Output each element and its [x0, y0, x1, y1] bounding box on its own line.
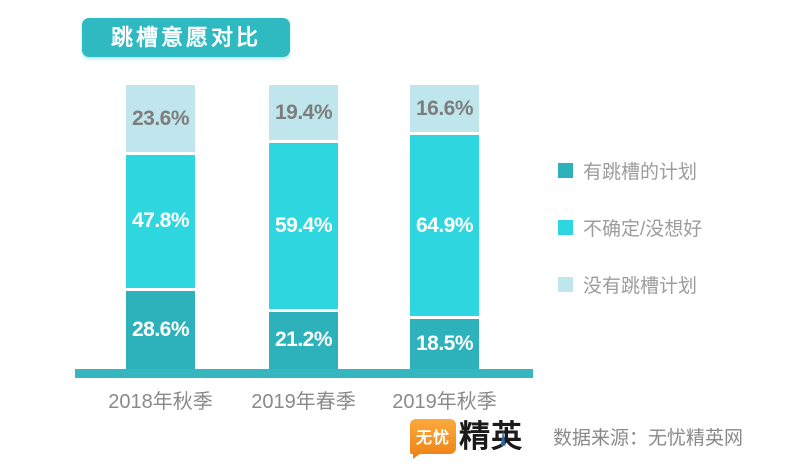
- chart-title-badge: 跳槽意愿对比: [82, 18, 290, 57]
- segment-value-label: 59.4%: [274, 213, 333, 237]
- logo-wordmark: 精英: [459, 421, 523, 452]
- bar-segment: 21.2%: [269, 308, 338, 369]
- x-axis-label: 2018年秋季: [108, 391, 213, 413]
- legend-item: 不确定/没想好: [558, 219, 702, 240]
- bar-2019年秋季: 16.6% 64.9% 18.5%: [410, 85, 479, 369]
- segment-value-label: 18.5%: [415, 332, 474, 356]
- x-axis-label: 2019年秋季: [392, 391, 497, 413]
- legend-swatch-icon: [558, 163, 573, 178]
- bar-segment: 16.6%: [410, 85, 479, 133]
- segment-value-label: 23.6%: [131, 106, 190, 130]
- logo-peacock-accent-icon: [500, 429, 506, 446]
- legend-item: 有跳槽的计划: [558, 162, 702, 183]
- legend-label: 不确定/没想好: [583, 219, 703, 240]
- x-axis-label: 2019年春季: [251, 391, 356, 413]
- legend-label: 有跳槽的计划: [583, 162, 698, 183]
- wuyou-jingying-logo: 无忧 精英: [410, 418, 523, 459]
- stacked-bar-chart: 23.6% 47.8% 28.6% 19.4% 59.4% 21.2% 16.6% 64.9%…: [75, 85, 533, 369]
- legend-item: 没有跳槽计划: [558, 276, 702, 297]
- segment-value-label: 16.6%: [415, 96, 474, 120]
- segment-value-label: 28.6%: [131, 317, 190, 341]
- segment-value-label: 64.9%: [415, 213, 474, 237]
- legend-swatch-icon: [558, 277, 573, 292]
- bar-segment: 28.6%: [126, 287, 195, 369]
- footer: 无忧 精英 数据来源：无忧精英网: [410, 414, 790, 459]
- legend-swatch-icon: [558, 220, 573, 235]
- bar-2019年春季: 19.4% 59.4% 21.2%: [269, 85, 338, 369]
- bar-segment: 47.8%: [126, 152, 195, 288]
- x-axis-labels: 2018年秋季 2019年春季 2019年秋季: [75, 385, 533, 413]
- segment-value-label: 19.4%: [274, 100, 333, 124]
- logo-wordmark-text: 精英: [459, 418, 524, 454]
- segment-value-label: 21.2%: [274, 328, 333, 352]
- bar-segment: 18.5%: [410, 316, 479, 369]
- bar-segment: 64.9%: [410, 132, 479, 317]
- logo-speech-bubble: 无忧: [410, 418, 457, 459]
- bar-segment: 59.4%: [269, 140, 338, 309]
- bar-segment: 23.6%: [126, 85, 195, 153]
- legend: 有跳槽的计划 不确定/没想好 没有跳槽计划: [558, 162, 702, 334]
- x-axis-line: [75, 369, 533, 378]
- segment-value-label: 47.8%: [131, 209, 190, 233]
- data-source-text: 数据来源：无忧精英网: [553, 427, 744, 449]
- bar-segment: 19.4%: [269, 85, 338, 141]
- legend-label: 没有跳槽计划: [583, 276, 698, 297]
- bar-2018年秋季: 23.6% 47.8% 28.6%: [126, 85, 195, 369]
